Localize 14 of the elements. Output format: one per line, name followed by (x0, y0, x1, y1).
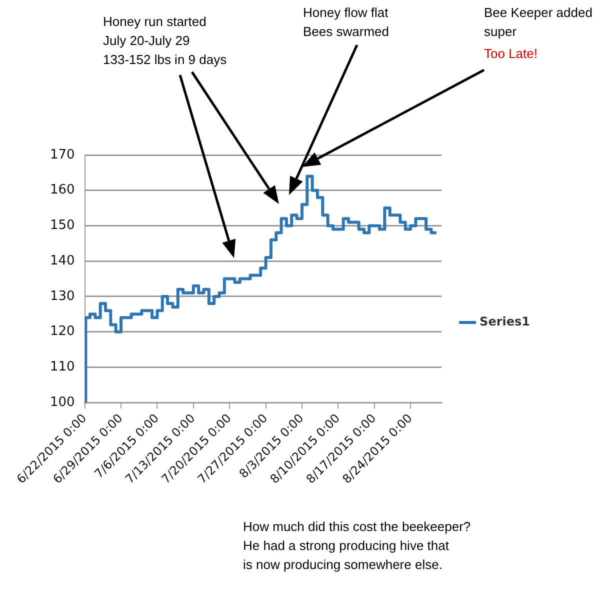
y-tick-label: 100 (50, 394, 75, 410)
y-tick-label: 110 (50, 360, 75, 375)
y-tick-label: 160 (50, 182, 75, 198)
text: Bee Keeper added super (484, 4, 592, 41)
text: Honey run started July 20-July 29 133-152 lbs in 9 days (103, 13, 227, 69)
y-tick-label: 120 (50, 324, 75, 340)
y-tick-label: 150 (50, 218, 75, 234)
y-tick-label: 170 (50, 147, 75, 162)
y-tick-label: 140 (50, 253, 75, 268)
text: Honey flow flat Bees swarmed (303, 4, 389, 41)
y-tick-label: 130 (50, 288, 75, 304)
legend-label: Series1 (480, 314, 530, 329)
text: Too Late! (484, 45, 538, 63)
text: How much did this cost the beekeeper? He had a strong producing hive that is now producing somewhere else. (243, 518, 471, 574)
